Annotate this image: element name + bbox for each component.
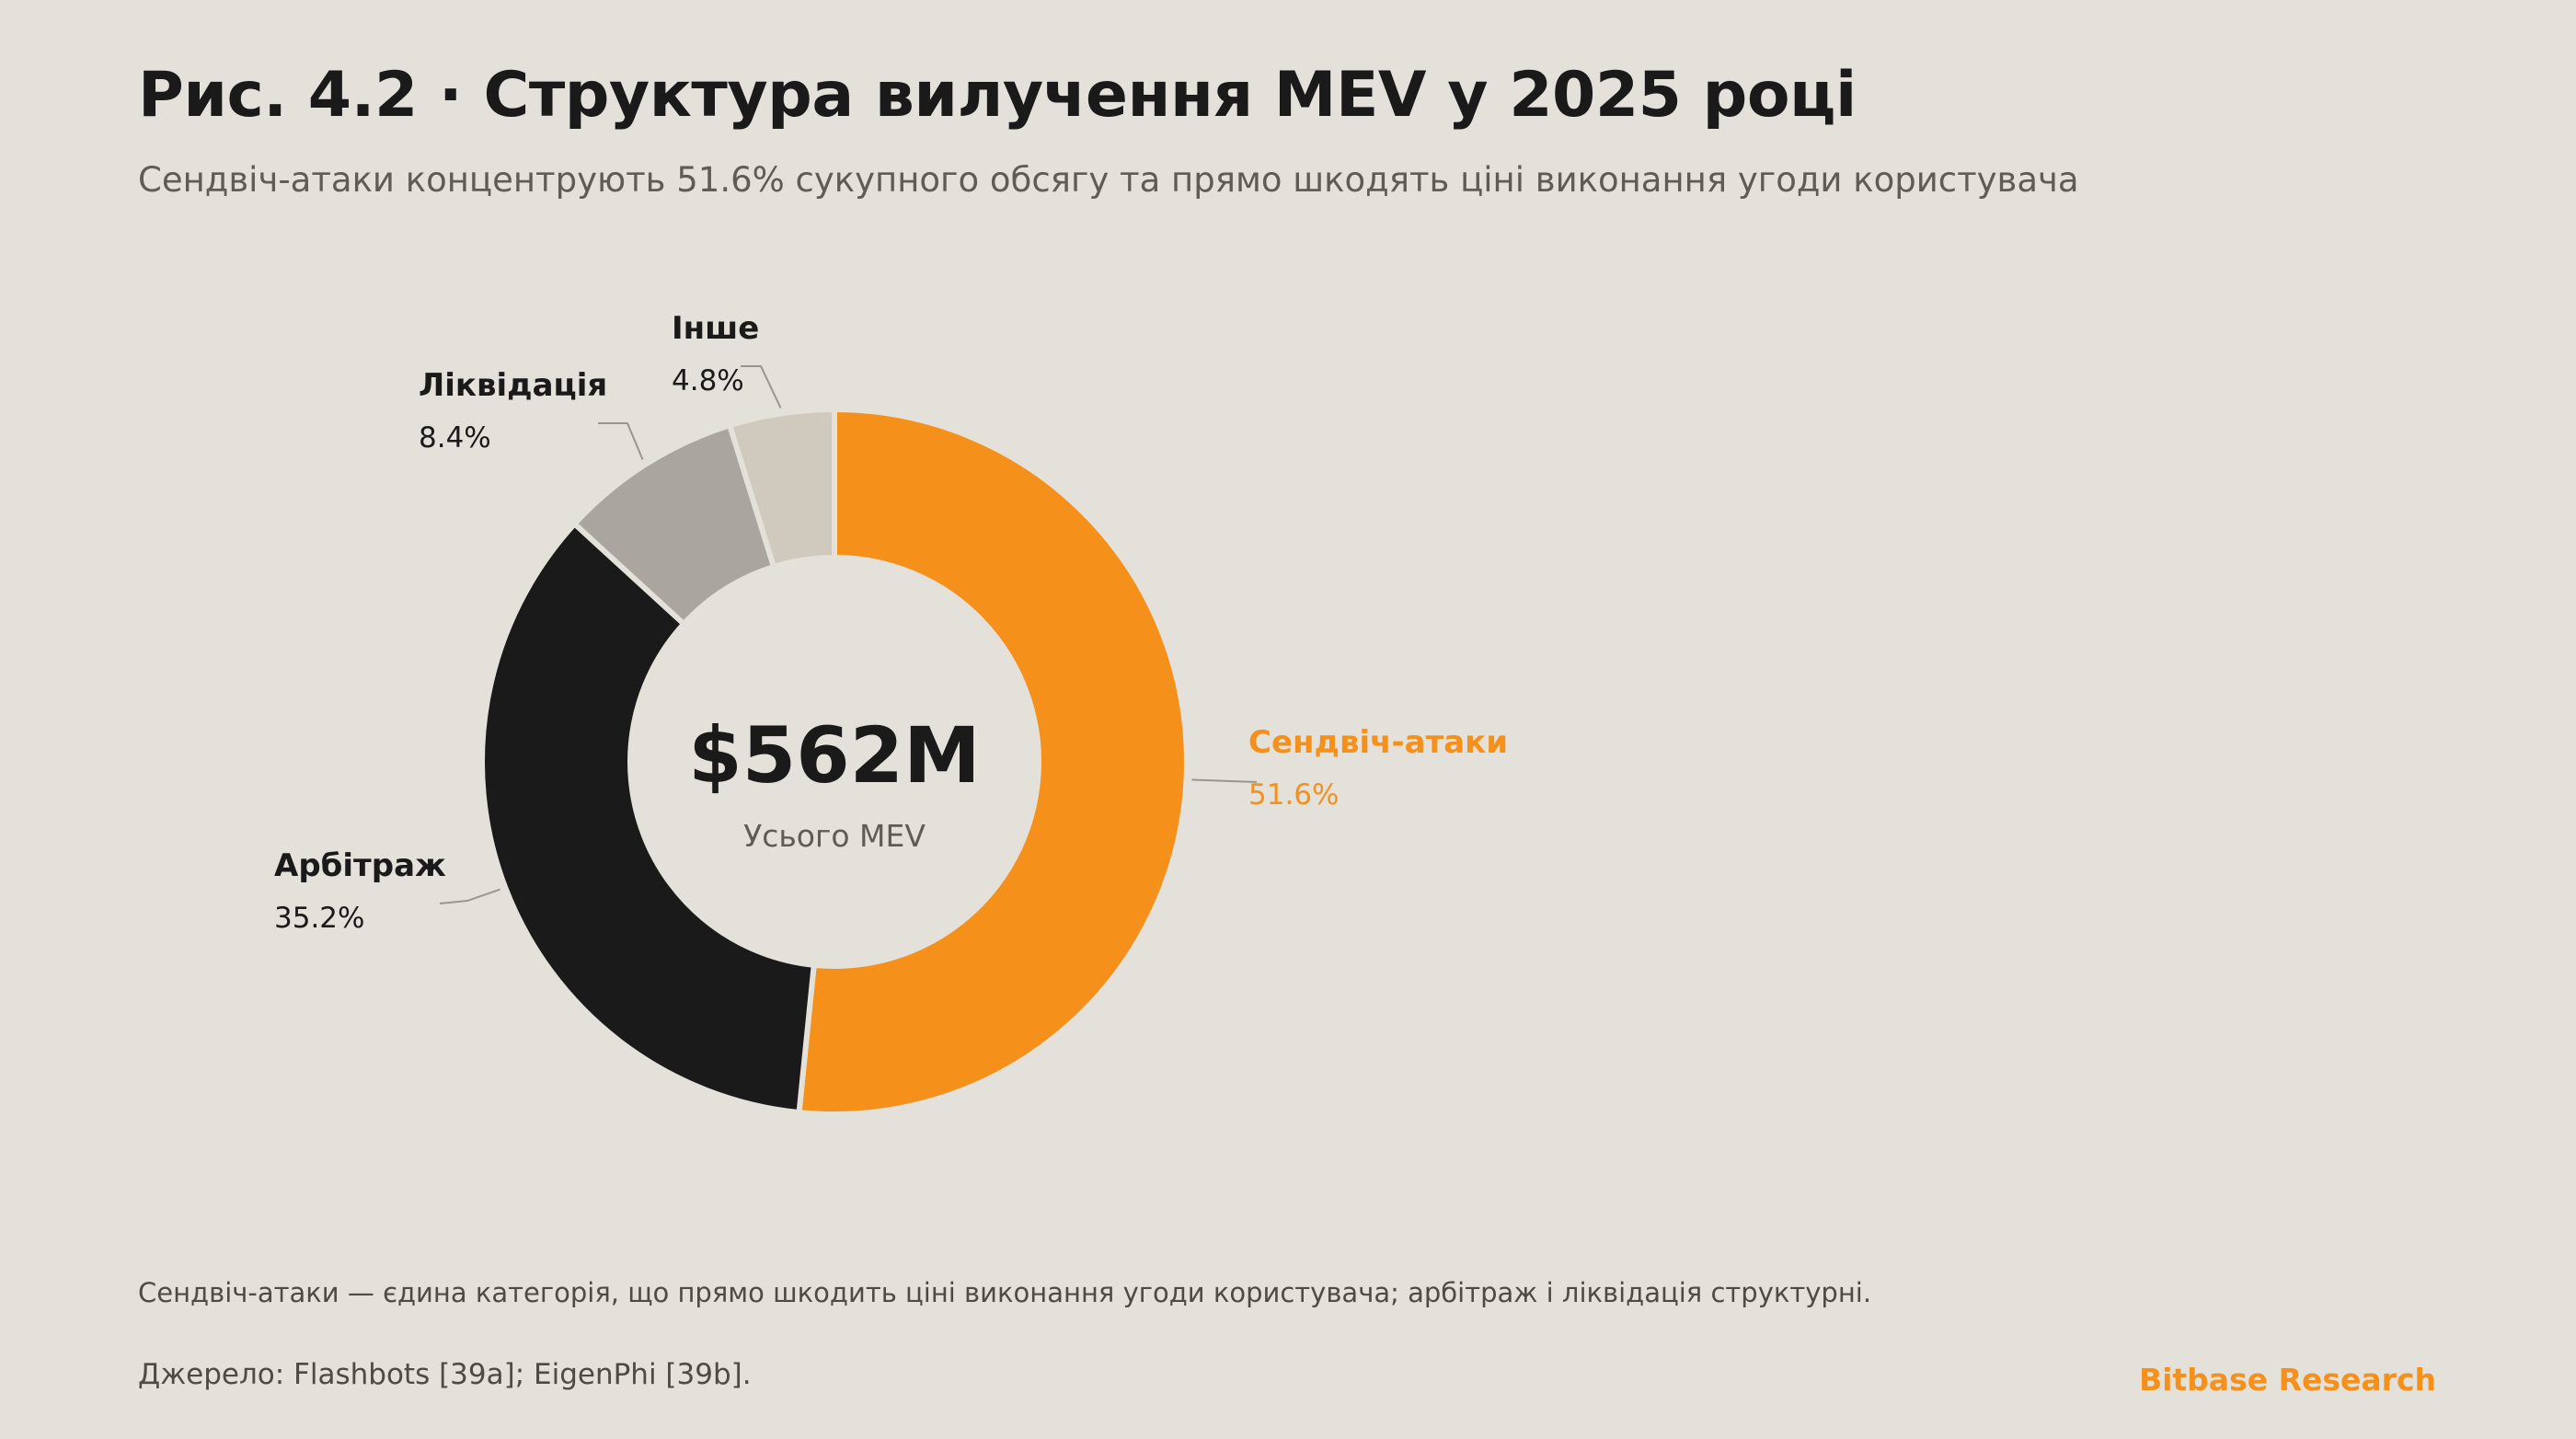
slice-label-3: Ліквідація bbox=[419, 367, 607, 404]
donut-slice-2 bbox=[479, 521, 817, 1116]
slice-value-4: 4.8% bbox=[672, 364, 744, 397]
brand-logo: Bitbase Research bbox=[2138, 1362, 2436, 1398]
donut-slice-4 bbox=[727, 407, 837, 570]
chart-title: Рис. 4.2 · Структура вилучення MEV у 202… bbox=[138, 59, 1857, 132]
footnote: Сендвіч-атаки — єдина категорія, що прям… bbox=[138, 1277, 1872, 1308]
slice-label-2: Арбітраж bbox=[274, 847, 446, 884]
center-total-label: Усього MEV bbox=[743, 818, 926, 854]
donut-slice-1 bbox=[796, 407, 1190, 1117]
slice-label-4: Інше bbox=[672, 310, 759, 347]
source-note: Джерело: Flashbots [39a]; EigenPhi [39b]… bbox=[138, 1358, 752, 1391]
leader-line-1 bbox=[1191, 778, 1258, 783]
center-total-value: $562M bbox=[688, 710, 980, 800]
slice-value-1: 51.6% bbox=[1248, 778, 1339, 812]
leader-line-4 bbox=[741, 365, 782, 409]
slice-label-1: Сендвіч-атаки bbox=[1248, 724, 1508, 761]
slice-value-3: 8.4% bbox=[419, 421, 491, 455]
chart-subtitle: Сендвіч-атаки концентрують 51.6% сукупно… bbox=[138, 160, 2079, 200]
leader-line-2 bbox=[439, 888, 500, 904]
leader-line-3 bbox=[598, 422, 644, 460]
slice-value-2: 35.2% bbox=[274, 902, 364, 935]
